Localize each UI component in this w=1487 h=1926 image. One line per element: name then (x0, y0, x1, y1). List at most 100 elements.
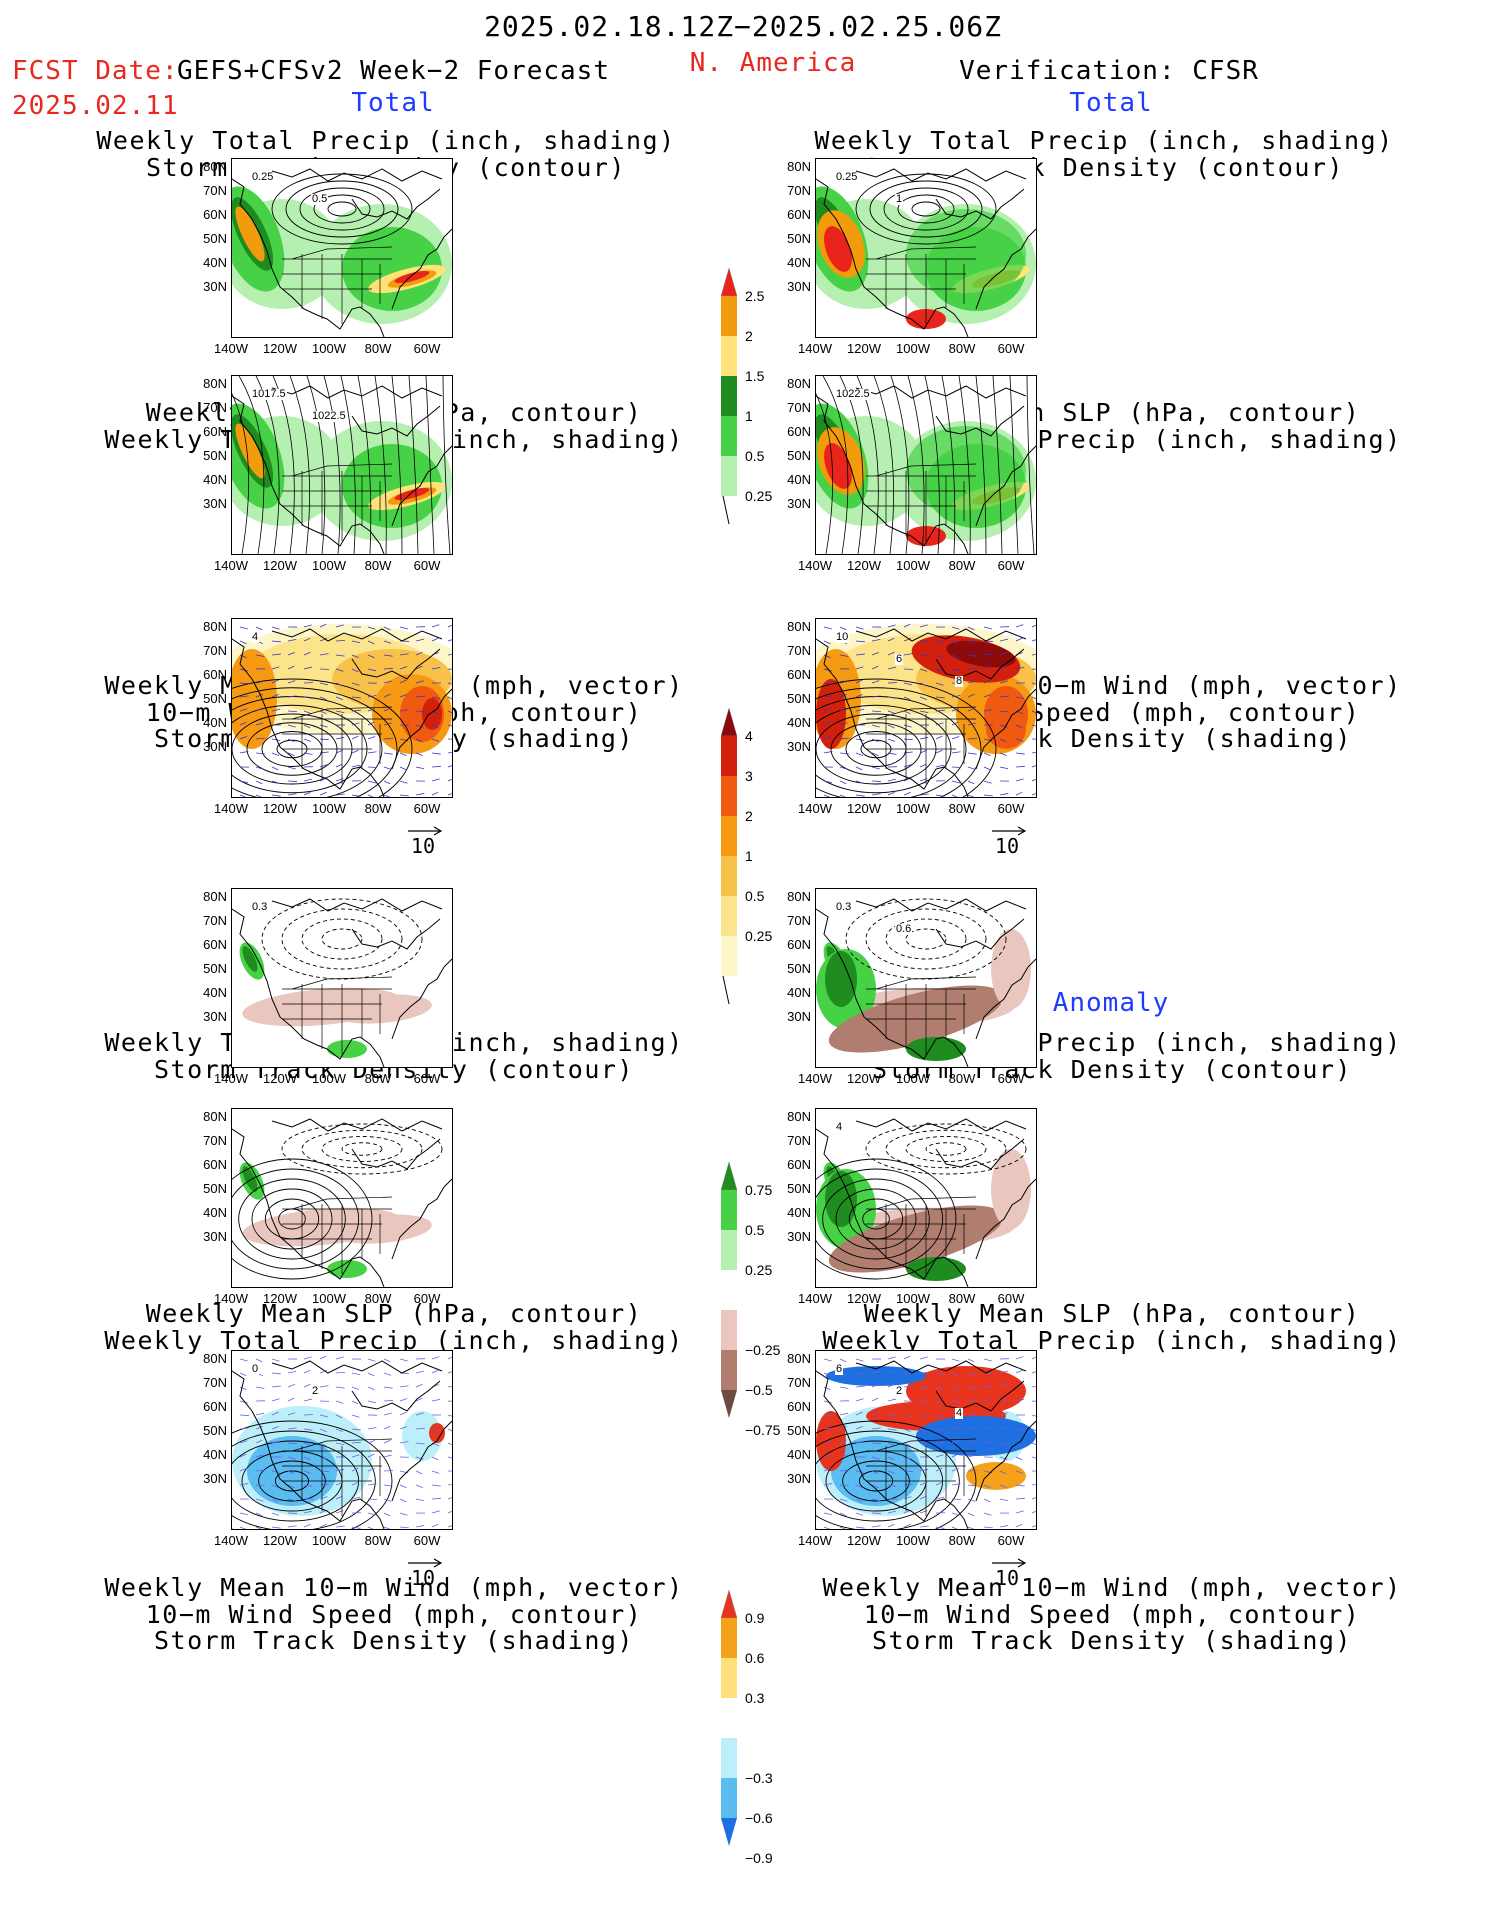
colorbar-tick-label: 3 (745, 769, 753, 783)
lon-tick-label: 140W (214, 559, 248, 572)
vector-reference-label: 10 (995, 1568, 1019, 1588)
colorbar-tick-label: 0.5 (745, 449, 764, 463)
colorbar-precip-total (721, 268, 745, 564)
lon-tick-label: 80W (365, 559, 392, 572)
lat-tick-label: 60N (197, 208, 227, 221)
lat-tick-label: 40N (781, 256, 811, 269)
lon-tick-label: 100W (312, 342, 346, 355)
colorbar-storm-total (721, 708, 745, 1044)
lat-tick-label: 40N (781, 716, 811, 729)
lat-tick-label: 40N (197, 473, 227, 486)
lat-tick-label: 70N (781, 401, 811, 414)
lat-tick-label: 30N (781, 1010, 811, 1023)
map-obs-precip-storm-plot (816, 159, 1036, 337)
title-obs-anom-slp-precip: Weekly Mean SLP (hPa, contour) Weekly To… (822, 1301, 1401, 1354)
lon-tick-label: 100W (896, 1534, 930, 1547)
lat-tick-label: 70N (781, 184, 811, 197)
lat-tick-label: 80N (781, 377, 811, 390)
map-fcst-wind-plot (232, 619, 452, 797)
lat-tick-label: 30N (781, 280, 811, 293)
vector-reference-label: 10 (411, 836, 435, 856)
colorbar-tick-label: 0.5 (745, 889, 764, 903)
lon-tick-label: 60W (998, 1072, 1025, 1085)
colorbar-tick-label: 2 (745, 809, 753, 823)
lat-tick-label: 30N (197, 1010, 227, 1023)
lon-tick-label: 60W (998, 802, 1025, 815)
map-obs-anom-wind (815, 1350, 1037, 1530)
lon-tick-label: 80W (949, 559, 976, 572)
lat-tick-label: 70N (781, 1134, 811, 1147)
lat-tick-label: 50N (781, 962, 811, 975)
lat-tick-label: 60N (781, 1158, 811, 1171)
contour-label: 1022.5 (835, 389, 871, 400)
fcst-model-label: GEFS+CFSv2 Week−2 Forecast (177, 58, 610, 84)
lon-tick-label: 80W (365, 1072, 392, 1085)
contour-label: 0.5 (311, 194, 328, 205)
colorbar-tick-label: 0.6 (745, 1651, 764, 1665)
map-fcst-precip-storm (231, 158, 453, 338)
lon-tick-label: 80W (949, 1292, 976, 1305)
lon-tick-label: 100W (896, 1292, 930, 1305)
lat-tick-label: 80N (197, 1352, 227, 1365)
obs-anomaly-header: Anomaly (1053, 990, 1170, 1016)
lon-tick-label: 120W (263, 1534, 297, 1547)
contour-label: 0.6 (895, 924, 912, 935)
lon-tick-label: 100W (896, 802, 930, 815)
lat-tick-label: 50N (197, 449, 227, 462)
lat-tick-label: 40N (781, 473, 811, 486)
lat-tick-label: 60N (197, 668, 227, 681)
colorbar-tick-label: 0.25 (745, 1263, 772, 1277)
fcst-total-header: Total (351, 90, 434, 116)
lon-tick-label: 120W (263, 802, 297, 815)
lat-tick-label: 50N (197, 232, 227, 245)
lat-tick-label: 60N (781, 1400, 811, 1413)
colorbar-tick-label: −0.25 (745, 1343, 780, 1357)
lat-tick-label: 40N (781, 1448, 811, 1461)
lat-tick-label: 40N (197, 1206, 227, 1219)
lon-tick-label: 80W (365, 1534, 392, 1547)
lon-tick-label: 140W (798, 559, 832, 572)
lon-tick-label: 60W (414, 1534, 441, 1547)
lat-tick-label: 50N (197, 692, 227, 705)
lon-tick-label: 80W (365, 342, 392, 355)
lat-tick-label: 70N (197, 644, 227, 657)
lon-tick-label: 80W (365, 802, 392, 815)
lon-tick-label: 80W (949, 342, 976, 355)
colorbar-tick-label: 2 (745, 329, 753, 343)
lat-tick-label: 60N (781, 668, 811, 681)
lat-tick-label: 80N (781, 890, 811, 903)
lon-tick-label: 100W (896, 1072, 930, 1085)
map-obs-anom-slp-precip (815, 1108, 1037, 1288)
lat-tick-label: 60N (197, 1158, 227, 1171)
lat-tick-label: 80N (197, 377, 227, 390)
lon-tick-label: 120W (263, 342, 297, 355)
contour-label: 4 (955, 1408, 963, 1419)
lat-tick-label: 50N (197, 1424, 227, 1437)
lat-tick-label: 50N (197, 962, 227, 975)
lat-tick-label: 80N (781, 1110, 811, 1123)
lon-tick-label: 140W (798, 1072, 832, 1085)
contour-label: 0.25 (251, 172, 274, 183)
lat-tick-label: 50N (781, 232, 811, 245)
lon-tick-label: 120W (847, 1292, 881, 1305)
lat-tick-label: 60N (781, 938, 811, 951)
lat-tick-label: 30N (197, 497, 227, 510)
map-fcst-anom-slp-precip (231, 1108, 453, 1288)
contour-label: 1017.5 (251, 389, 287, 400)
lat-tick-label: 30N (197, 1230, 227, 1243)
lat-tick-label: 40N (781, 986, 811, 999)
colorbar-tick-label: −0.5 (745, 1383, 773, 1397)
contour-label: 0 (251, 1364, 259, 1375)
lat-tick-label: 80N (197, 620, 227, 633)
lat-tick-label: 60N (197, 938, 227, 951)
lat-tick-label: 70N (197, 1376, 227, 1389)
map-obs-anom-slp-precip-plot (816, 1109, 1036, 1287)
lon-tick-label: 140W (214, 1292, 248, 1305)
contour-label: 1 (895, 194, 903, 205)
title-fcst-anom-slp-precip: Weekly Mean SLP (hPa, contour) Weekly To… (104, 1301, 683, 1354)
lon-tick-label: 60W (998, 342, 1025, 355)
region-label: N. America (690, 50, 857, 76)
lat-tick-label: 80N (781, 1352, 811, 1365)
contour-label: 2 (895, 1386, 903, 1397)
lon-tick-label: 100W (312, 802, 346, 815)
